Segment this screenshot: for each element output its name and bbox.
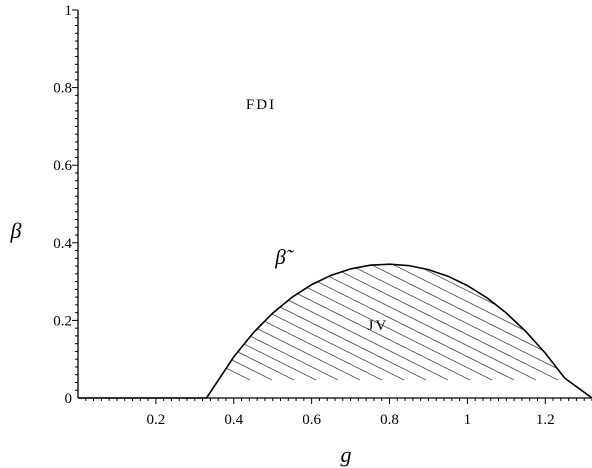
y-tick-label: 1 — [65, 3, 73, 19]
hatch-line — [206, 264, 317, 381]
hatch-line — [587, 264, 592, 381]
y-tick-label: 0 — [65, 391, 73, 407]
region-label: FDI — [246, 97, 276, 113]
annotations: FDI JV β̃ — [246, 97, 388, 334]
hatch-line — [206, 264, 273, 381]
hatch-line — [521, 264, 592, 381]
x-tick-label: 0.2 — [147, 412, 166, 428]
hatch-line — [565, 264, 592, 381]
hatch-line — [367, 264, 592, 381]
hatch-line — [411, 264, 592, 381]
hatch-line — [206, 264, 405, 381]
hatch-line — [213, 264, 515, 381]
jv-region-hatching — [206, 264, 592, 381]
hatch-line — [206, 264, 251, 381]
x-tick-label: 0.6 — [302, 412, 321, 428]
hatch-line — [206, 264, 471, 381]
y-tick-label: 0.8 — [53, 81, 72, 97]
x-tick-label: 0.4 — [224, 412, 243, 428]
x-tick-label: 1 — [464, 412, 472, 428]
x-ticks: 0.2 0.4 0.6 0.8 1 1.2 — [85, 398, 592, 428]
x-axis-title: g — [341, 442, 352, 467]
hatch-line — [206, 264, 361, 381]
hatch-line — [543, 264, 592, 381]
y-tick-label: 0.4 — [53, 236, 72, 252]
x-tick-label: 0.8 — [380, 412, 399, 428]
hatch-line — [257, 264, 559, 381]
hatch-line — [206, 264, 383, 381]
hatch-line — [206, 264, 493, 381]
region-label: JV — [367, 318, 388, 334]
beta-tilde-curve — [78, 263, 592, 399]
x-tick-label: 1.2 — [536, 412, 555, 428]
hatch-line — [455, 264, 592, 381]
hatch-line — [206, 264, 295, 381]
y-tick-label: 0.6 — [53, 158, 72, 174]
hatch-line — [206, 264, 339, 381]
hatch-line — [279, 264, 581, 381]
y-ticks: 0 0.2 0.4 0.6 0.8 1 — [53, 3, 78, 407]
hatch-line — [235, 264, 537, 381]
y-tick-label: 0.2 — [53, 313, 72, 329]
hatch-line — [206, 264, 449, 381]
curve-label: β̃ — [274, 245, 294, 269]
y-axis-title: β — [10, 218, 22, 243]
